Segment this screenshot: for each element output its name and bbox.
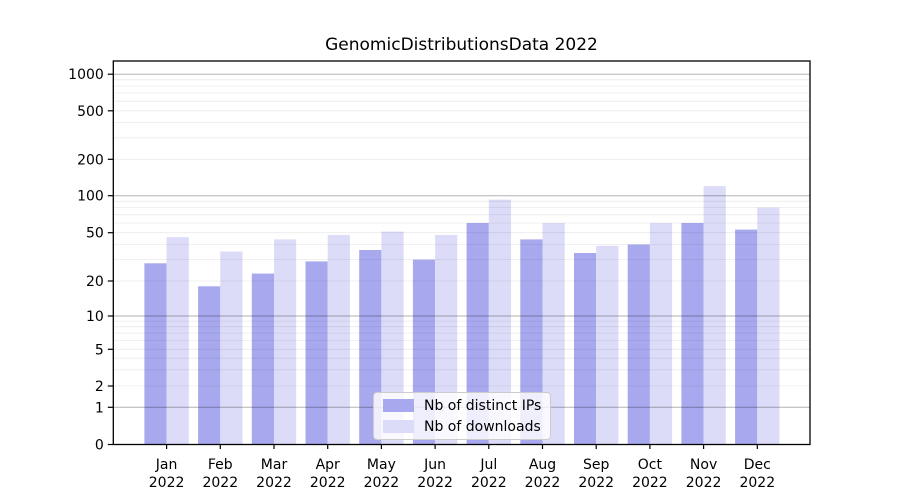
y-tick-label: 20	[86, 274, 104, 290]
x-tick-label-month: Mar	[261, 457, 288, 473]
x-tick-label-month: Nov	[690, 457, 717, 473]
y-tick-label: 50	[86, 226, 104, 242]
x-tick-label-year: 2022	[525, 475, 561, 491]
x-tick-label-year: 2022	[364, 475, 400, 491]
x-tick-label-month: Dec	[744, 457, 771, 473]
legend-label-distinct-ips: Nb of distinct IPs	[424, 397, 542, 414]
y-tick-label: 0	[95, 438, 104, 454]
legend-swatch-downloads	[383, 420, 414, 433]
x-tick-label-year: 2022	[202, 475, 238, 491]
bar-downloads-aug	[542, 223, 565, 445]
x-tick-label-month: Feb	[208, 457, 233, 473]
y-tick-label: 1000	[68, 67, 104, 83]
bar-distinct-ips-nov	[681, 223, 704, 445]
y-tick-label: 5	[95, 342, 104, 358]
bar-downloads-apr	[327, 234, 350, 445]
bar-distinct-ips-mar	[251, 273, 274, 445]
bar-distinct-ips-jul	[466, 223, 489, 445]
x-tick-label-month: Jul	[479, 457, 497, 473]
x-tick-label-year: 2022	[256, 475, 292, 491]
bar-downloads-jan	[166, 237, 189, 445]
legend-label-downloads: Nb of downloads	[424, 418, 541, 435]
x-tick-label-year: 2022	[686, 475, 722, 491]
x-axis: Jan 2022 Feb 2022 Mar 2022 Apr 2022 May 2022 Jun 20…	[149, 444, 775, 491]
bar-downloads-nov	[703, 186, 726, 445]
bar-distinct-ips-feb	[198, 286, 221, 445]
bar-downloads-sep	[596, 245, 619, 445]
y-tick-label: 1	[95, 400, 104, 416]
x-tick-label-year: 2022	[471, 475, 507, 491]
bar-downloads-mar	[274, 239, 297, 445]
x-tick-label-year: 2022	[632, 475, 668, 491]
x-tick-label-month: Jan	[155, 457, 178, 473]
y-tick-label: 200	[77, 152, 104, 168]
bar-distinct-ips-jan	[144, 263, 167, 445]
bar-downloads-jul	[488, 199, 511, 445]
x-tick-label-year: 2022	[310, 475, 346, 491]
x-tick-label-year: 2022	[149, 475, 185, 491]
x-tick-label-month: Oct	[638, 457, 663, 473]
bar-distinct-ips-apr	[305, 261, 328, 445]
chart-title: GenomicDistributionsData 2022	[325, 35, 598, 55]
bar-downloads-dec	[757, 207, 780, 445]
gridlines	[113, 73, 810, 408]
x-tick-label-month: Apr	[316, 457, 340, 473]
bar-downloads-may	[381, 231, 404, 445]
x-tick-label-year: 2022	[417, 475, 453, 491]
bar-distinct-ips-dec	[735, 229, 758, 445]
bar-distinct-ips-sep	[574, 253, 597, 445]
bar-downloads-feb	[220, 251, 243, 445]
plot-border	[112, 60, 811, 446]
bar-downloads-oct	[649, 223, 673, 445]
legend-swatch-distinct-ips	[383, 399, 414, 412]
legend-item-distinct-ips: Nb of distinct IPs	[383, 397, 541, 414]
y-axis: 0 1 2 5 10 20 50 100 200 500 1000	[68, 67, 114, 454]
bar-distinct-ips-oct	[627, 244, 650, 445]
x-tick-label-year: 2022	[739, 475, 775, 491]
x-tick-label-month: Sep	[583, 457, 610, 473]
y-tick-label: 500	[77, 104, 104, 120]
y-tick-label: 10	[86, 309, 104, 325]
x-tick-label-month: Aug	[529, 457, 556, 473]
x-tick-label-year: 2022	[578, 475, 614, 491]
legend-item-downloads: Nb of downloads	[383, 418, 541, 435]
legend: Nb of distinct IPs Nb of downloads	[373, 392, 552, 440]
y-tick-label: 2	[95, 379, 104, 395]
y-tick-label: 100	[77, 189, 104, 205]
x-tick-label-month: Jun	[423, 457, 446, 473]
x-tick-label-month: May	[367, 457, 396, 473]
